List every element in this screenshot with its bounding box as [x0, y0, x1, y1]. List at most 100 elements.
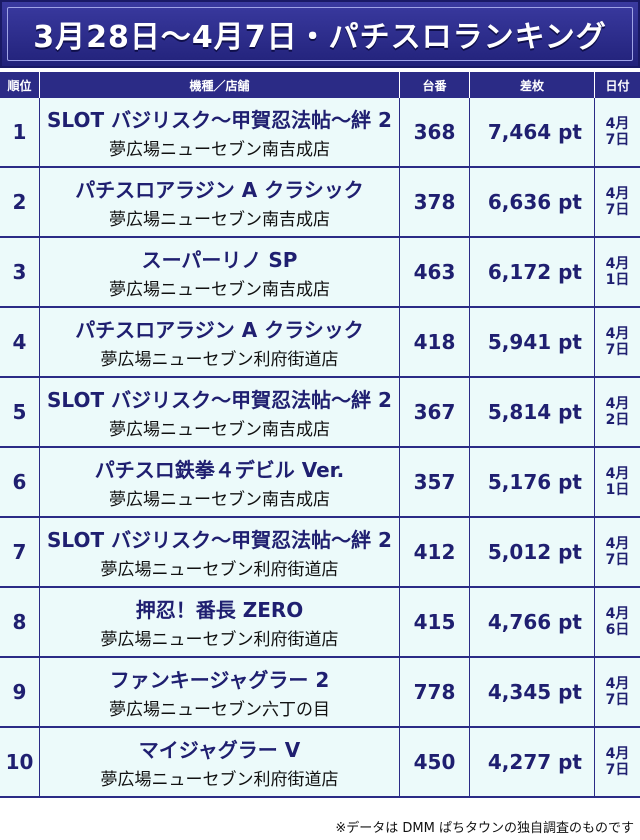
- rank-cell: 3: [0, 238, 40, 306]
- table-row: 6 パチスロ鉄拳４デビル Ver. 夢広場ニューセブン南吉成店 357 5,17…: [0, 448, 640, 518]
- store-name: 夢広場ニューセブン利府街道店: [100, 770, 339, 790]
- unit-cell: 368: [400, 98, 470, 166]
- table-row: 3 スーパーリノ SP 夢広場ニューセブン南吉成店 463 6,172 pt 4…: [0, 238, 640, 308]
- ranking-table: 順位 機種／店舗 台番 差枚 日付 1 SLOT バジリスク〜甲賀忍法帖〜絆 2…: [0, 72, 640, 798]
- date-cell: 4月 2日: [595, 378, 640, 446]
- date-cell: 4月 7日: [595, 518, 640, 586]
- machine-store-cell: スーパーリノ SP 夢広場ニューセブン南吉成店: [40, 238, 400, 306]
- date-cell: 4月 7日: [595, 98, 640, 166]
- date-day: 2日: [605, 412, 630, 428]
- unit-cell: 778: [400, 658, 470, 726]
- unit-cell: 378: [400, 168, 470, 236]
- store-name: 夢広場ニューセブン南吉成店: [109, 140, 330, 160]
- title-frame: [7, 7, 633, 61]
- rank-cell: 2: [0, 168, 40, 236]
- title-banner: 3月28日〜4月7日・パチスロランキング: [0, 0, 640, 68]
- machine-name: パチスロアラジン A クラシック: [75, 318, 364, 342]
- date-day: 7日: [605, 762, 630, 778]
- diff-cell: 5,176 pt: [470, 448, 595, 516]
- rank-cell: 10: [0, 728, 40, 796]
- machine-store-cell: ファンキージャグラー 2 夢広場ニューセブン六丁の目: [40, 658, 400, 726]
- date-cell: 4月 7日: [595, 728, 640, 796]
- header-date: 日付: [605, 78, 630, 93]
- header-diff: 差枚: [470, 72, 595, 98]
- table-header: 順位 機種／店舗 台番 差枚 日付: [0, 72, 640, 98]
- date-month: 4月: [605, 256, 630, 272]
- unit-cell: 450: [400, 728, 470, 796]
- date-cell: 4月 1日: [595, 448, 640, 516]
- machine-name: SLOT バジリスク〜甲賀忍法帖〜絆 2: [47, 388, 392, 412]
- date-month: 4月: [605, 326, 630, 342]
- date-day: 1日: [605, 482, 630, 498]
- table-row: 4 パチスロアラジン A クラシック 夢広場ニューセブン利府街道店 418 5,…: [0, 308, 640, 378]
- machine-store-cell: パチスロアラジン A クラシック 夢広場ニューセブン利府街道店: [40, 308, 400, 376]
- unit-cell: 367: [400, 378, 470, 446]
- table-row: 1 SLOT バジリスク〜甲賀忍法帖〜絆 2 夢広場ニューセブン南吉成店 368…: [0, 98, 640, 168]
- machine-store-cell: SLOT バジリスク〜甲賀忍法帖〜絆 2 夢広場ニューセブン南吉成店: [40, 98, 400, 166]
- store-name: 夢広場ニューセブン南吉成店: [109, 210, 330, 230]
- diff-cell: 7,464 pt: [470, 98, 595, 166]
- table-row: 8 押忍！番長 ZERO 夢広場ニューセブン利府街道店 415 4,766 pt…: [0, 588, 640, 658]
- date-cell: 4月 7日: [595, 308, 640, 376]
- date-cell: 4月 6日: [595, 588, 640, 656]
- date-day: 7日: [605, 342, 630, 358]
- machine-name: SLOT バジリスク〜甲賀忍法帖〜絆 2: [47, 528, 392, 552]
- date-day: 7日: [605, 132, 630, 148]
- table-row: 7 SLOT バジリスク〜甲賀忍法帖〜絆 2 夢広場ニューセブン利府街道店 41…: [0, 518, 640, 588]
- table-row: 10 マイジャグラー V 夢広場ニューセブン利府街道店 450 4,277 pt…: [0, 728, 640, 798]
- store-name: 夢広場ニューセブン南吉成店: [109, 420, 330, 440]
- header-unit: 台番: [400, 72, 470, 98]
- machine-store-cell: SLOT バジリスク〜甲賀忍法帖〜絆 2 夢広場ニューセブン南吉成店: [40, 378, 400, 446]
- diff-cell: 4,345 pt: [470, 658, 595, 726]
- date-month: 4月: [605, 536, 630, 552]
- rank-cell: 7: [0, 518, 40, 586]
- machine-name: スーパーリノ SP: [141, 248, 298, 272]
- date-cell: 4月 1日: [595, 238, 640, 306]
- date-day: 6日: [605, 622, 630, 638]
- table-row: 9 ファンキージャグラー 2 夢広場ニューセブン六丁の目 778 4,345 p…: [0, 658, 640, 728]
- store-name: 夢広場ニューセブン利府街道店: [100, 350, 339, 370]
- rank-cell: 1: [0, 98, 40, 166]
- unit-cell: 412: [400, 518, 470, 586]
- diff-cell: 5,941 pt: [470, 308, 595, 376]
- diff-cell: 6,636 pt: [470, 168, 595, 236]
- diff-cell: 4,277 pt: [470, 728, 595, 796]
- table-row: 2 パチスロアラジン A クラシック 夢広場ニューセブン南吉成店 378 6,6…: [0, 168, 640, 238]
- rank-cell: 8: [0, 588, 40, 656]
- machine-name: パチスロ鉄拳４デビル Ver.: [94, 458, 345, 482]
- date-month: 4月: [605, 676, 630, 692]
- store-name: 夢広場ニューセブン利府街道店: [100, 630, 339, 650]
- unit-cell: 463: [400, 238, 470, 306]
- machine-name: マイジャグラー V: [138, 738, 301, 762]
- date-month: 4月: [605, 606, 630, 622]
- store-name: 夢広場ニューセブン六丁の目: [109, 700, 330, 720]
- date-day: 7日: [605, 202, 630, 218]
- unit-cell: 357: [400, 448, 470, 516]
- header-rank: 順位: [0, 72, 40, 98]
- machine-name: SLOT バジリスク〜甲賀忍法帖〜絆 2: [47, 108, 392, 132]
- store-name: 夢広場ニューセブン南吉成店: [109, 280, 330, 300]
- diff-cell: 5,814 pt: [470, 378, 595, 446]
- header-machine-store: 機種／店舗: [40, 72, 400, 98]
- date-month: 4月: [605, 396, 630, 412]
- rank-cell: 6: [0, 448, 40, 516]
- machine-store-cell: パチスロ鉄拳４デビル Ver. 夢広場ニューセブン南吉成店: [40, 448, 400, 516]
- date-month: 4月: [605, 116, 630, 132]
- machine-name: パチスロアラジン A クラシック: [75, 178, 364, 202]
- machine-store-cell: SLOT バジリスク〜甲賀忍法帖〜絆 2 夢広場ニューセブン利府街道店: [40, 518, 400, 586]
- diff-cell: 6,172 pt: [470, 238, 595, 306]
- machine-name: 押忍！番長 ZERO: [135, 598, 304, 622]
- footnote: ※データは DMM ぱちタウンの独自調査のものです: [335, 821, 634, 836]
- date-day: 7日: [605, 692, 630, 708]
- date-cell: 4月 7日: [595, 168, 640, 236]
- machine-store-cell: パチスロアラジン A クラシック 夢広場ニューセブン南吉成店: [40, 168, 400, 236]
- date-month: 4月: [605, 186, 630, 202]
- rank-cell: 4: [0, 308, 40, 376]
- store-name: 夢広場ニューセブン南吉成店: [109, 490, 330, 510]
- unit-cell: 418: [400, 308, 470, 376]
- rank-cell: 5: [0, 378, 40, 446]
- unit-cell: 415: [400, 588, 470, 656]
- machine-store-cell: 押忍！番長 ZERO 夢広場ニューセブン利府街道店: [40, 588, 400, 656]
- date-day: 1日: [605, 272, 630, 288]
- table-row: 5 SLOT バジリスク〜甲賀忍法帖〜絆 2 夢広場ニューセブン南吉成店 367…: [0, 378, 640, 448]
